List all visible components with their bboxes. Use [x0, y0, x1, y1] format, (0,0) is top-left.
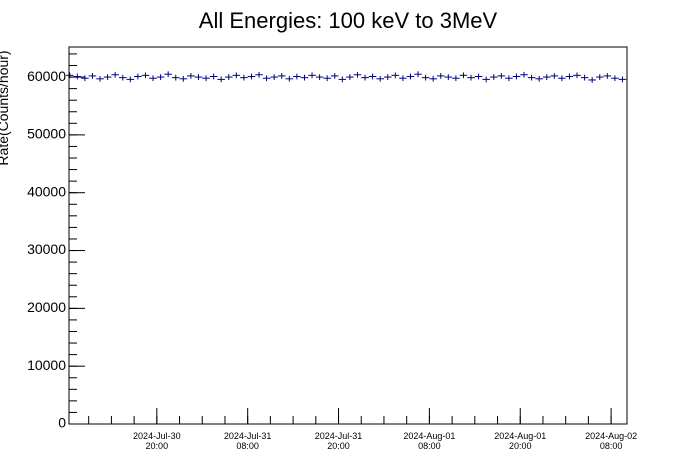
- x-tick-label: 2024-Jul-31 08:00: [224, 431, 272, 451]
- x-tick-label: 2024-Jul-31 20:00: [315, 431, 363, 451]
- chart-title: All Energies: 100 keV to 3MeV: [199, 8, 498, 33]
- x-tick-label: 2024-Jul-30 20:00: [133, 431, 181, 451]
- plot-frame: [68, 46, 628, 425]
- y-tick-label: 0: [58, 415, 66, 431]
- x-tick-label: 2024-Aug-01 20:00: [494, 431, 546, 451]
- y-tick-label: 60000: [27, 68, 66, 84]
- x-tick-label: 2024-Aug-02 08:00: [585, 431, 637, 451]
- y-tick-label: 50000: [27, 126, 66, 142]
- y-tick-label: 30000: [27, 241, 66, 257]
- y-tick-label: 20000: [27, 299, 66, 315]
- x-tick-label: 2024-Aug-01 08:00: [403, 431, 455, 451]
- y-tick-label: 10000: [27, 357, 66, 373]
- y-tick-label: 40000: [27, 183, 66, 199]
- y-axis-label: Rate(Counts/hour): [0, 50, 11, 165]
